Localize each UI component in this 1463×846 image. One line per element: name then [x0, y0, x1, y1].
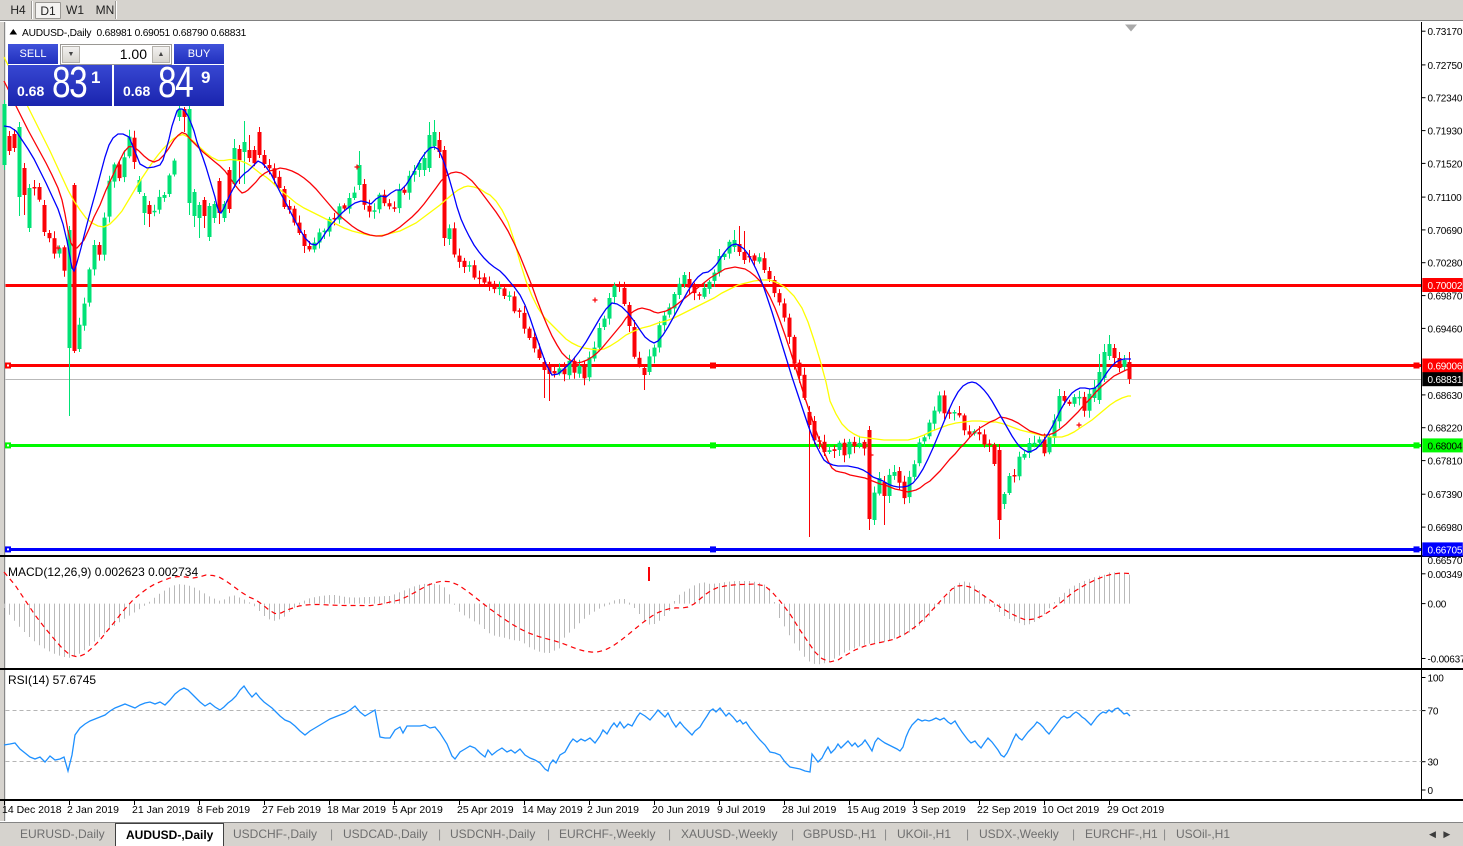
svg-text:3 Sep 2019: 3 Sep 2019	[912, 804, 966, 816]
svg-text:0.67810: 0.67810	[1428, 457, 1463, 468]
svg-text:2 Jan 2019: 2 Jan 2019	[67, 804, 119, 816]
svg-text:8 Feb 2019: 8 Feb 2019	[197, 804, 250, 816]
svg-text:RSI(14) 57.6745: RSI(14) 57.6745	[8, 673, 96, 687]
svg-text:0.73170: 0.73170	[1428, 27, 1463, 38]
svg-text:15 Aug 2019: 15 Aug 2019	[847, 804, 906, 816]
svg-text:9 Jul 2019: 9 Jul 2019	[717, 804, 766, 816]
svg-text:0.70280: 0.70280	[1428, 259, 1463, 270]
svg-text:25 Apr 2019: 25 Apr 2019	[457, 804, 514, 816]
svg-text:0.69460: 0.69460	[1428, 324, 1463, 335]
svg-text:0.68004: 0.68004	[1428, 441, 1463, 452]
svg-text:14 May 2019: 14 May 2019	[522, 804, 583, 816]
svg-text:28 Jul 2019: 28 Jul 2019	[782, 804, 836, 816]
svg-text:0.72750: 0.72750	[1428, 61, 1463, 72]
svg-text:0.70690: 0.70690	[1428, 226, 1463, 237]
svg-text:-0.00637: -0.00637	[1428, 655, 1463, 666]
svg-text:0.71520: 0.71520	[1428, 159, 1463, 170]
svg-text:21 Jan 2019: 21 Jan 2019	[132, 804, 190, 816]
svg-text:0.69870: 0.69870	[1428, 292, 1463, 303]
svg-text:0.68831: 0.68831	[1428, 375, 1463, 386]
svg-text:0.68220: 0.68220	[1428, 424, 1463, 435]
svg-text:0.67390: 0.67390	[1428, 490, 1463, 501]
svg-text:0.68630: 0.68630	[1428, 391, 1463, 402]
svg-text:0.70002: 0.70002	[1428, 281, 1463, 292]
svg-text:30: 30	[1428, 758, 1439, 769]
svg-text:MACD(12,26,9) 0.002623 0.00273: MACD(12,26,9) 0.002623 0.002734	[8, 565, 198, 579]
svg-text:10 Oct 2019: 10 Oct 2019	[1042, 804, 1099, 816]
svg-text:2 Jun 2019: 2 Jun 2019	[587, 804, 639, 816]
svg-text:0: 0	[1428, 786, 1434, 797]
svg-text:0.72340: 0.72340	[1428, 94, 1463, 105]
svg-text:0.69006: 0.69006	[1428, 362, 1463, 373]
svg-text:29 Oct 2019: 29 Oct 2019	[1107, 804, 1164, 816]
svg-text:AUDUSD-,Daily 0.68981 0.69051: AUDUSD-,Daily 0.68981 0.69051 0.68790 0.…	[22, 28, 247, 39]
svg-text:0.00349: 0.00349	[1428, 570, 1463, 581]
svg-text:100: 100	[1428, 674, 1445, 685]
svg-text:14 Dec 2018: 14 Dec 2018	[2, 804, 62, 816]
svg-text:0.66980: 0.66980	[1428, 523, 1463, 534]
svg-text:70: 70	[1428, 707, 1439, 718]
svg-text:0.71930: 0.71930	[1428, 127, 1463, 138]
svg-text:0.66570: 0.66570	[1428, 556, 1463, 567]
svg-text:0.66705: 0.66705	[1428, 545, 1463, 556]
svg-text:27 Feb 2019: 27 Feb 2019	[262, 804, 321, 816]
svg-text:22 Sep 2019: 22 Sep 2019	[977, 804, 1037, 816]
svg-text:18 Mar 2019: 18 Mar 2019	[327, 804, 386, 816]
svg-text:0.00: 0.00	[1428, 600, 1447, 611]
svg-text:20 Jun 2019: 20 Jun 2019	[652, 804, 710, 816]
svg-text:0.71100: 0.71100	[1428, 193, 1463, 204]
svg-text:5 Apr 2019: 5 Apr 2019	[392, 804, 443, 816]
